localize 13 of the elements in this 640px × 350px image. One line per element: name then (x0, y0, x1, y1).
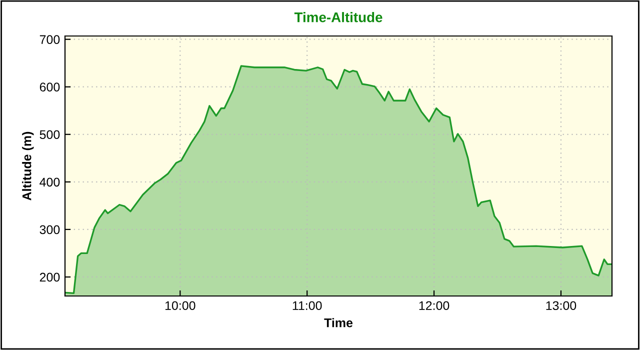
x-tick-label: 10:00 (165, 301, 196, 310)
x-axis-title: Time (324, 318, 353, 328)
y-tick-label: 500 (40, 130, 60, 140)
y-axis-title: Altitude (m) (22, 132, 34, 200)
x-tick-label: 12:00 (419, 301, 450, 310)
y-tick-label: 700 (40, 35, 60, 44)
y-tick-label: 300 (40, 225, 60, 234)
chart-title: Time-Altitude (294, 12, 382, 22)
y-tick-label: 200 (40, 272, 60, 282)
x-tick-label: 11:00 (292, 301, 322, 310)
x-tick-label: 13:00 (546, 301, 576, 310)
y-tick-label: 400 (40, 178, 60, 187)
y-tick-label: 600 (40, 82, 60, 92)
